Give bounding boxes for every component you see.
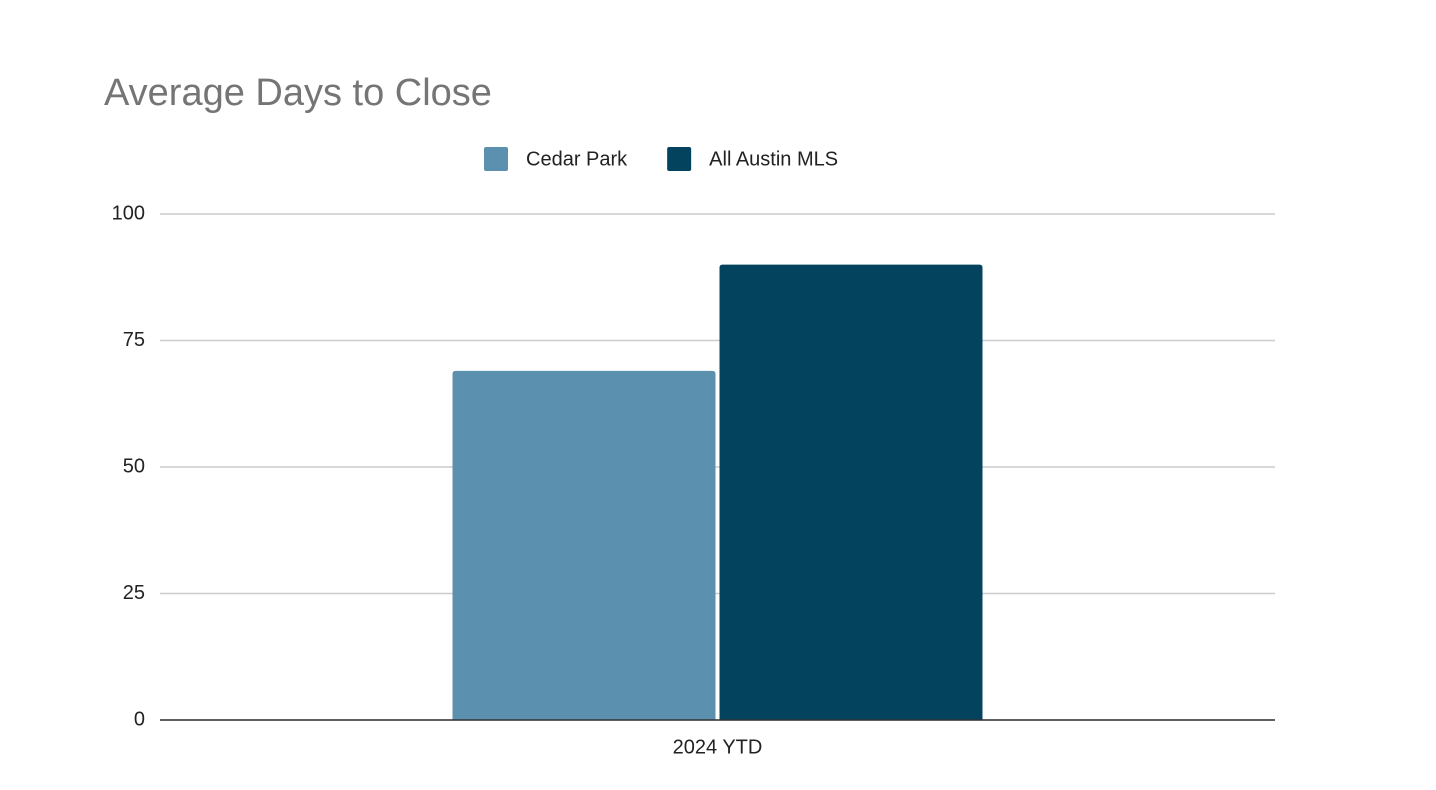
y-tick-label: 50 xyxy=(123,455,145,477)
legend-label: All Austin MLS xyxy=(709,148,838,170)
x-tick-label: 2024 YTD xyxy=(673,736,763,758)
y-tick-label: 25 xyxy=(123,582,145,604)
legend-swatch xyxy=(484,147,508,171)
bar xyxy=(452,370,716,720)
chart-title: Average Days to Close xyxy=(104,72,492,114)
y-tick-label: 100 xyxy=(112,202,145,224)
legend-label: Cedar Park xyxy=(526,148,628,170)
legend-swatch xyxy=(667,147,692,171)
y-tick-label: 75 xyxy=(123,329,145,351)
bar xyxy=(719,264,983,720)
y-tick-label: 0 xyxy=(134,708,145,730)
